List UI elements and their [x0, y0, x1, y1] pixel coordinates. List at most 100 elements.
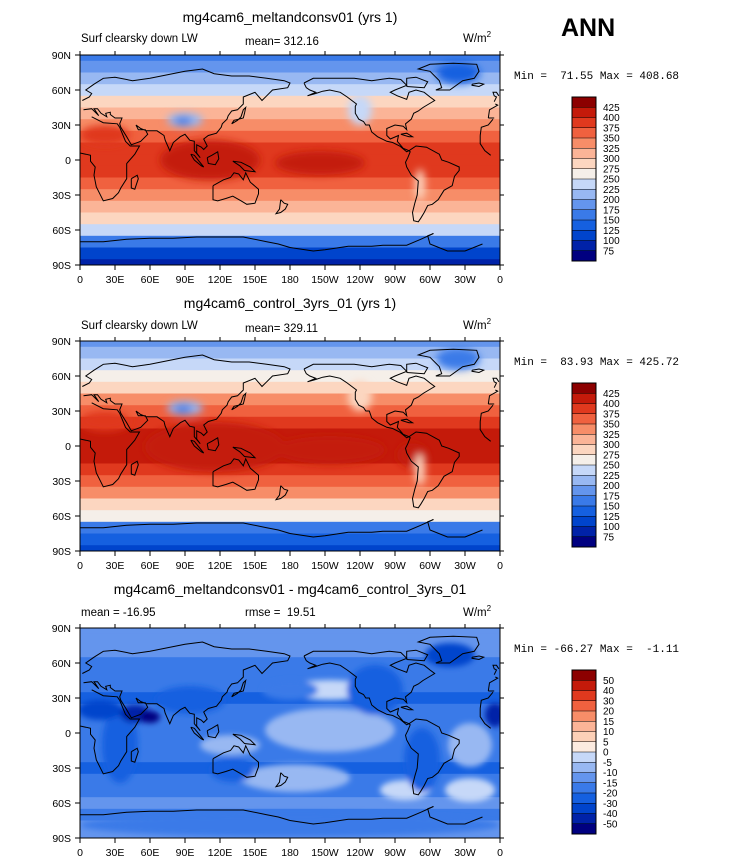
coastline-nz: [274, 772, 289, 788]
colorbar-tick-label: 250: [603, 175, 620, 186]
zonal-band: [80, 370, 500, 383]
variable-label: Surf clearsky down LW: [81, 33, 198, 45]
coastline-africa: [80, 116, 141, 202]
season-label: ANN: [561, 14, 616, 42]
colorbar-swatch: [572, 506, 596, 517]
x-tick-label: 60E: [141, 274, 160, 286]
coastline-europe_asia: [487, 103, 499, 119]
colorbar-swatch: [572, 516, 596, 527]
coastline-antarctica: [289, 233, 483, 252]
coastline-greenland: [416, 348, 480, 377]
zonal-band: [80, 463, 500, 476]
warm-pool-max: [145, 422, 285, 472]
colorbar-swatch: [572, 762, 596, 773]
x-tick-label: 150W: [311, 847, 339, 859]
pacific-max: [275, 436, 385, 464]
x-tick-label: 90W: [384, 847, 406, 859]
coastlines: [80, 62, 500, 252]
warm-pool-max: [160, 140, 260, 180]
panel-title: mg4cam6_meltandconsv01 - mg4cam6_control…: [114, 581, 467, 597]
colorbar-tick-label: -10: [603, 768, 618, 779]
x-tick-label: 30W: [454, 560, 476, 572]
colorbar-tick-label: 5: [603, 737, 609, 748]
ocean-light: [200, 735, 260, 755]
panel-title: mg4cam6_control_3yrs_01 (yrs 1): [184, 295, 396, 311]
coastline-uk: [492, 377, 500, 388]
zonal-band: [80, 668, 500, 682]
mean-label: mean= 312.16: [245, 36, 319, 48]
regional-anomalies: [80, 348, 480, 486]
coastline-antarctica: [80, 236, 291, 248]
zonal-band: [80, 55, 500, 62]
colorbar-tick-label: -5: [603, 758, 612, 769]
colorbar-swatch: [572, 117, 596, 129]
coastline-australia: [212, 744, 259, 778]
y-tick-label: 30S: [52, 763, 71, 775]
colorbar-swatch: [572, 179, 596, 190]
colorbar-tick-label: 425: [603, 103, 620, 114]
y-tick-label: 60N: [52, 371, 71, 383]
units-base: W/m: [463, 33, 487, 45]
colorbar-swatch: [572, 434, 596, 445]
x-tick-label: 0: [77, 847, 83, 859]
coastline-namerica: [303, 77, 436, 153]
zonal-band: [80, 84, 500, 97]
x-tick-label: 30E: [106, 847, 125, 859]
y-axis-ticks: 90N 60N 30N 0 30S 60S 90S: [52, 50, 504, 272]
coastline-nz: [274, 485, 289, 501]
y-tick-label: 90N: [52, 50, 71, 62]
colorbar-swatch: [572, 782, 596, 794]
x-tick-label: 150W: [311, 274, 339, 286]
colorbar-tick-label: 40: [603, 686, 615, 697]
colorbar-swatch: [572, 413, 596, 425]
coastline-newguinea: [232, 733, 257, 746]
rockies-min: [348, 381, 372, 411]
coastline-uk: [492, 664, 500, 675]
colorbar-tick-label: 225: [603, 185, 620, 196]
units-label: W/m2: [463, 604, 492, 619]
y-tick-label: 30S: [52, 190, 71, 202]
colorbar-swatch: [572, 731, 596, 743]
coastline-baffin: [406, 76, 429, 89]
colorbar-swatch: [572, 424, 596, 435]
zonal-band: [80, 645, 500, 658]
units-superscript: 2: [487, 317, 492, 326]
colorbar-tick-label: 75: [603, 246, 615, 257]
units-base: W/m: [463, 320, 487, 332]
y-tick-label: 90S: [52, 546, 71, 558]
colorbar-tick-label: -50: [603, 819, 618, 830]
x-axis-ticks: 0 30E 60E 90E 120E 150E 180 150W 120W 90W 60W 30W 0: [77, 51, 503, 286]
x-tick-label: 30E: [106, 274, 125, 286]
colorbar-tick-label: 350: [603, 134, 620, 145]
coastline-borneo: [206, 723, 220, 739]
colorbar-swatch: [572, 690, 596, 702]
colorbar-tick-label: 150: [603, 502, 620, 513]
zonal-band: [80, 200, 500, 214]
regional-anomalies: [80, 62, 480, 201]
colorbar-tick-label: 225: [603, 471, 620, 482]
colorbar-swatch: [572, 454, 596, 466]
colorbar-swatch: [572, 475, 596, 486]
coastline-newguinea: [232, 160, 257, 173]
colorbar-tick-label: 175: [603, 205, 620, 216]
y-tick-label: 90N: [52, 336, 71, 348]
units-superscript: 2: [487, 604, 492, 613]
colorbar-tick-label: 375: [603, 409, 620, 420]
tibet-core: [174, 405, 192, 413]
colorbar-tick-label: 300: [603, 440, 620, 451]
zonal-band: [80, 189, 500, 202]
variable-label: Surf clearsky down LW: [81, 320, 198, 332]
x-tick-label: 150E: [243, 274, 268, 286]
x-tick-label: 180: [281, 847, 299, 859]
zonal-band: [80, 177, 500, 190]
map-field: [80, 628, 500, 838]
colorbar-swatch: [572, 711, 596, 722]
x-tick-label: 180: [281, 274, 299, 286]
y-tick-label: 30N: [52, 120, 71, 132]
colorbar-swatch: [572, 209, 596, 221]
panel-title: mg4cam6_meltandconsv01 (yrs 1): [183, 9, 398, 25]
x-tick-label: 90E: [176, 560, 195, 572]
coastline-africa: [479, 708, 492, 729]
units-superscript: 2: [487, 30, 492, 39]
colorbar-swatch: [572, 240, 596, 252]
